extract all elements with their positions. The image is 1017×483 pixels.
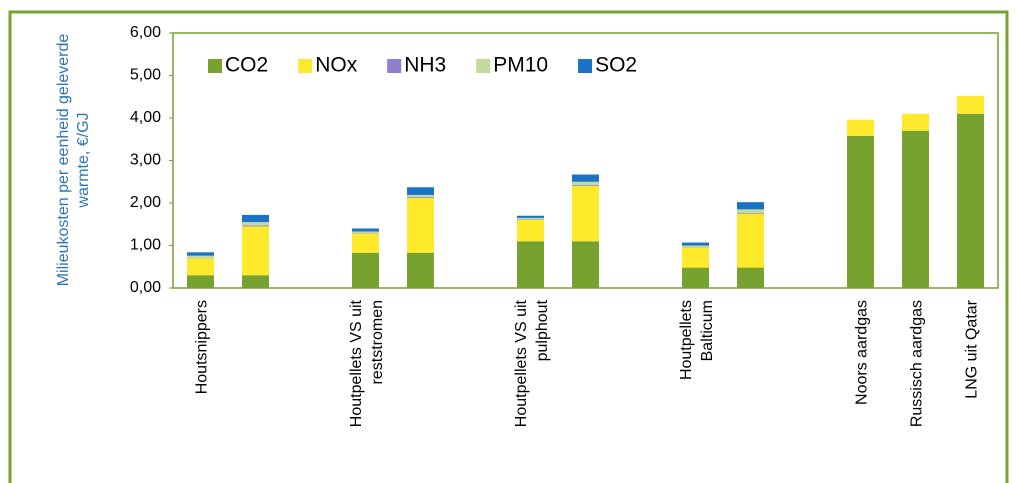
y-axis-title: warmte, €/GJ	[75, 112, 92, 208]
bar-segment	[957, 113, 984, 288]
bar-segment	[187, 258, 214, 276]
bar-segment	[957, 95, 984, 114]
x-tick-label: Houtpellets VS uit	[348, 299, 365, 427]
bar-segment	[352, 252, 379, 288]
bar-segment	[407, 187, 434, 195]
bar-segment	[737, 267, 764, 288]
bar-segment	[517, 241, 544, 288]
legend-label: NH3	[404, 54, 446, 77]
frame	[8, 10, 1009, 483]
bar-segment	[517, 217, 544, 220]
bar-segment	[407, 194, 434, 198]
bar-segment	[737, 209, 764, 213]
bar-segment	[242, 226, 269, 276]
bar-segment	[187, 275, 214, 288]
legend-swatch	[208, 59, 222, 73]
bar-segment	[187, 255, 214, 258]
bar-segment	[847, 119, 874, 136]
bar-segment	[187, 252, 214, 256]
y-tick-label: 6,00	[130, 24, 161, 41]
bar-segment	[902, 130, 929, 288]
x-tick-label: Balticum	[699, 300, 716, 361]
legend-swatch	[298, 59, 313, 73]
bar-segment	[407, 197, 434, 253]
legend-swatch	[476, 59, 491, 73]
bar-segment	[682, 245, 709, 248]
bar-segment	[572, 181, 599, 186]
bar-segment	[407, 197, 434, 198]
bar-segment	[517, 220, 544, 242]
x-tick-label: reststromen	[369, 300, 386, 384]
bar-segment	[407, 252, 434, 288]
x-tick-label: LNG uit Qatar	[964, 299, 981, 398]
bar-segment	[517, 215, 544, 218]
bar-segment	[572, 241, 599, 288]
y-tick-label: 5,00	[130, 67, 161, 84]
x-tick-label: Houtpellets VS uit	[513, 299, 530, 427]
y-tick-label: 2,00	[130, 194, 161, 211]
bar-segment	[352, 231, 379, 234]
bar-segment	[572, 186, 599, 242]
bar-segment	[572, 185, 599, 186]
legend-label: NOx	[315, 54, 358, 77]
y-tick-label: 0,00	[130, 279, 161, 296]
y-tick-label: 3,00	[130, 152, 161, 169]
legend-label: CO2	[225, 54, 268, 77]
x-tick-label: pulphout	[534, 299, 551, 361]
y-tick-label: 1,00	[130, 237, 161, 254]
x-tick-label: Houtpellets	[678, 300, 695, 380]
legend-swatch	[387, 59, 402, 73]
y-tick-label: 4,00	[130, 109, 161, 126]
bar-segment	[242, 275, 269, 288]
bar-segment	[242, 214, 269, 223]
bar-segment	[682, 247, 709, 268]
bar-segment	[737, 212, 764, 214]
bar-segment	[682, 242, 709, 246]
bar-segment	[242, 225, 269, 227]
y-axis-title: Milieukosten per eenheid geleverde	[55, 34, 72, 287]
legend-label: PM10	[493, 54, 548, 77]
bar-segment	[242, 222, 269, 226]
bar-segment	[682, 267, 709, 288]
legend-swatch	[578, 59, 593, 73]
x-tick-label: Noors aardgas	[854, 300, 871, 405]
bar-segment	[847, 135, 874, 288]
legend-label: SO2	[595, 54, 637, 77]
x-tick-label: Russisch aardgas	[909, 300, 926, 427]
bar-segment	[572, 174, 599, 182]
bar-segment	[352, 228, 379, 232]
x-tick-label: Houtsnippers	[194, 300, 211, 394]
bar-segment	[902, 113, 929, 131]
bar-segment	[737, 202, 764, 210]
bar-segment	[352, 233, 379, 253]
bar-segment	[737, 213, 764, 268]
